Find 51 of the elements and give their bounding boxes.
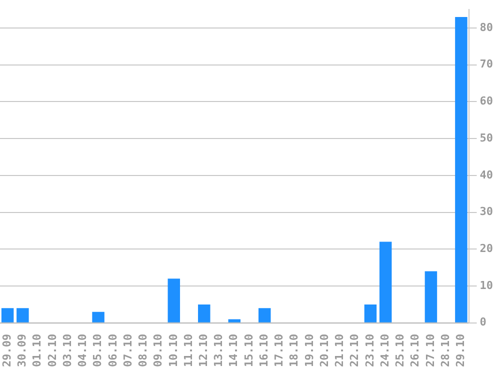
y-tick-label: 50 — [480, 131, 494, 144]
x-tick-label: 09.10 — [152, 334, 165, 368]
y-tick-label: 70 — [480, 58, 494, 71]
x-tick-label: 06.10 — [106, 334, 120, 368]
x-tick-label: 19.10 — [302, 334, 316, 368]
x-tick-label: 22.10 — [348, 334, 362, 368]
x-tick-label: 29.10 — [454, 334, 468, 368]
x-tick-label: 30.09 — [16, 334, 29, 368]
y-tick-label: 80 — [480, 20, 494, 34]
bar — [364, 304, 377, 322]
x-tick-label: 11.10 — [182, 334, 195, 368]
x-tick-label: 28.10 — [438, 334, 452, 368]
x-tick-label: 26.10 — [408, 334, 422, 368]
x-tick-label: 10.10 — [166, 334, 180, 368]
y-tick-label: 60 — [480, 94, 494, 108]
x-tick-label: 25.10 — [394, 334, 407, 368]
bar — [16, 308, 29, 322]
x-tick-label: 29.09 — [0, 334, 14, 368]
x-tick-label: 13.10 — [212, 334, 226, 368]
bar — [424, 271, 438, 322]
x-tick-label: 18.10 — [288, 334, 301, 368]
x-tick-label: 23.10 — [363, 334, 376, 368]
x-tick-label: 20.10 — [318, 334, 331, 368]
x-tick-label: 16.10 — [257, 334, 270, 368]
x-tick-label: 15.10 — [242, 334, 256, 368]
x-tick-label: 05.10 — [91, 334, 104, 368]
x-tick-label: 12.10 — [196, 334, 210, 368]
x-tick-label: 07.10 — [121, 334, 134, 368]
bar — [92, 312, 104, 322]
y-tick-label: 0 — [480, 316, 486, 329]
x-tick-label: 08.10 — [136, 334, 150, 368]
x-tick-label: 27.10 — [424, 334, 437, 368]
y-tick-label: 10 — [480, 278, 494, 292]
x-tick-label: 03.10 — [60, 334, 74, 368]
y-tick-label: 20 — [480, 242, 494, 256]
x-tick-label: 02.10 — [46, 334, 59, 368]
y-tick-label: 40 — [480, 168, 494, 182]
x-tick-label: 01.10 — [30, 334, 44, 368]
bar — [258, 308, 271, 322]
bar — [198, 304, 210, 322]
x-tick-label: 24.10 — [378, 334, 392, 368]
bar — [455, 16, 468, 322]
bar — [228, 319, 240, 322]
y-tick-label: 30 — [480, 205, 494, 218]
x-tick-label: 04.10 — [76, 334, 90, 368]
x-tick-label: 21.10 — [333, 334, 346, 368]
x-tick-label: 14.10 — [227, 334, 240, 368]
bar — [168, 278, 180, 322]
x-tick-label: 17.10 — [272, 334, 286, 368]
bar — [379, 242, 392, 322]
bar — [1, 308, 14, 322]
